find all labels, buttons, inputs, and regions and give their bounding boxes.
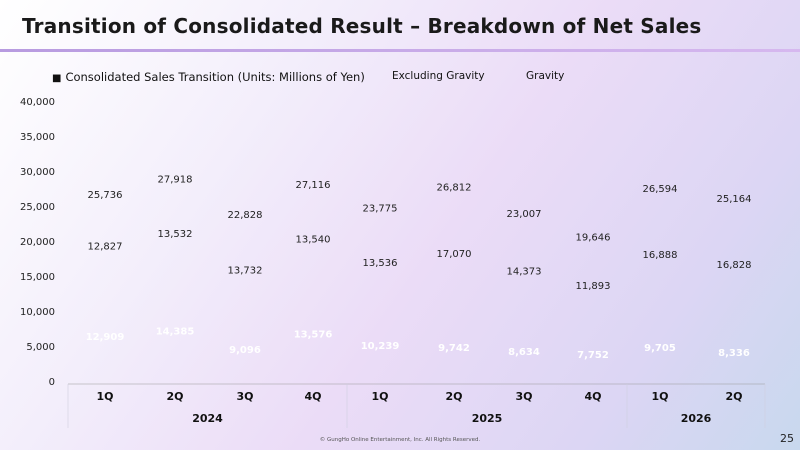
y-tick-label: 10,000 — [20, 307, 55, 318]
total-value-label: 23,775 — [363, 204, 398, 215]
gravity-value-label: 14,385 — [156, 327, 195, 338]
x-quarter-label: 3Q — [236, 390, 253, 403]
x-year-label: 2024 — [192, 412, 223, 425]
excluding-gravity-value-label: 13,536 — [363, 258, 398, 269]
excluding-gravity-value-label: 17,070 — [437, 249, 472, 260]
x-quarter-label: 2Q — [166, 390, 183, 403]
excluding-gravity-value-label: 11,893 — [576, 281, 611, 292]
legend-marker: ■ — [52, 73, 62, 84]
chart-legend-main: ■ Consolidated Sales Transition (Units: M… — [52, 70, 365, 84]
total-value-label: 27,918 — [158, 175, 193, 186]
x-quarter-label: 1Q — [651, 390, 668, 403]
gravity-value-label: 12,909 — [86, 332, 125, 343]
copyright-footer: © GungHo Online Entertainment, Inc. All … — [319, 437, 481, 443]
total-value-label: 23,007 — [507, 209, 542, 220]
y-tick-label: 35,000 — [20, 132, 55, 143]
excluding-gravity-value-label: 13,532 — [158, 229, 193, 240]
gravity-value-label: 13,576 — [294, 329, 333, 340]
excluding-gravity-value-label: 16,828 — [717, 260, 752, 271]
x-quarter-label: 1Q — [371, 390, 388, 403]
x-quarter-label: 3Q — [515, 390, 532, 403]
total-value-label: 26,812 — [437, 182, 472, 193]
excluding-gravity-value-label: 12,827 — [88, 242, 123, 253]
y-tick-label: 30,000 — [20, 167, 55, 178]
total-value-label: 19,646 — [576, 232, 611, 243]
gravity-value-label: 8,336 — [718, 348, 750, 359]
total-value-label: 22,828 — [228, 210, 263, 221]
gravity-value-label: 9,742 — [438, 343, 470, 354]
total-value-label: 26,594 — [643, 184, 678, 195]
y-tick-label: 20,000 — [20, 237, 55, 248]
legend-gravity: Gravity — [526, 70, 565, 82]
page-number: 25 — [780, 432, 794, 445]
x-year-label: 2026 — [681, 412, 712, 425]
total-value-label: 27,116 — [296, 180, 331, 191]
excluding-gravity-value-label: 13,732 — [228, 265, 263, 276]
total-value-label: 25,164 — [717, 194, 752, 205]
gravity-value-label: 7,752 — [577, 350, 609, 361]
y-tick-label: 15,000 — [20, 272, 55, 283]
y-tick-label: 40,000 — [20, 97, 55, 108]
gravity-value-label: 8,634 — [508, 347, 540, 358]
x-quarter-label: 4Q — [304, 390, 321, 403]
excluding-gravity-value-label: 13,540 — [296, 235, 331, 246]
x-quarter-label: 2Q — [445, 390, 462, 403]
total-value-label: 25,736 — [88, 190, 123, 201]
x-year-label: 2025 — [472, 412, 503, 425]
gravity-value-label: 10,239 — [361, 341, 400, 352]
y-tick-label: 25,000 — [20, 202, 55, 213]
page-title: Transition of Consolidated Result – Brea… — [22, 14, 702, 38]
title-divider — [0, 49, 800, 52]
gravity-value-label: 9,705 — [644, 343, 676, 354]
y-tick-label: 0 — [49, 377, 55, 388]
legend-excluding-gravity: Excluding Gravity — [392, 70, 485, 82]
excluding-gravity-value-label: 16,888 — [643, 250, 678, 261]
y-tick-label: 5,000 — [26, 342, 55, 353]
x-quarter-label: 4Q — [584, 390, 601, 403]
x-quarter-label: 1Q — [96, 390, 113, 403]
legend-main-label: Consolidated Sales Transition (Units: Mi… — [65, 70, 365, 84]
gravity-value-label: 9,096 — [229, 345, 261, 356]
excluding-gravity-value-label: 14,373 — [507, 266, 542, 277]
x-quarter-label: 2Q — [725, 390, 742, 403]
